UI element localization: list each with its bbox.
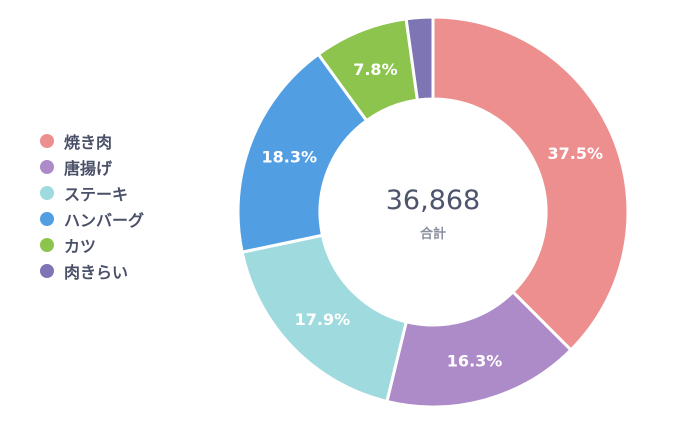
slice-1-percent-label: 37.5% — [548, 144, 604, 163]
slice-5-percent-label: 7.8% — [353, 60, 397, 79]
legend-item[interactable]: ステーキ — [40, 180, 144, 206]
legend-swatch — [40, 212, 54, 226]
slice-4-wedge[interactable] — [236, 52, 369, 254]
legend-swatch — [40, 160, 54, 174]
slice-3-percent-label: 17.9% — [295, 310, 351, 329]
legend-label: 唐揚げ — [64, 159, 113, 178]
slice-group — [236, 15, 630, 409]
total-label: 合計 — [420, 226, 446, 242]
legend-label: ハンバーグ — [64, 211, 145, 230]
legend-label: 肉きらい — [64, 263, 129, 282]
slice-2-percent-label: 16.3% — [447, 351, 503, 370]
legend-label: カツ — [64, 237, 97, 256]
total-value: 36,868 — [386, 185, 480, 216]
legend-item[interactable]: 唐揚げ — [40, 154, 144, 180]
legend-label: 焼き肉 — [64, 133, 113, 152]
legend-swatch — [40, 134, 54, 148]
slice-6-wedge[interactable] — [404, 15, 435, 102]
legend-item[interactable]: 焼き肉 — [40, 128, 144, 154]
legend-item[interactable]: カツ — [40, 232, 144, 258]
legend-swatch — [40, 238, 54, 252]
legend: 焼き肉唐揚げステーキハンバーグカツ肉きらい — [40, 128, 144, 284]
slice-1-wedge[interactable] — [431, 15, 630, 352]
legend-swatch — [40, 186, 54, 200]
legend-item[interactable]: ハンバーグ — [40, 206, 144, 232]
slice-label-group: 37.5% 16.3% 17.9% 18.3% 7.8% — [262, 60, 604, 370]
slice-4-percent-label: 18.3% — [262, 148, 318, 167]
legend-swatch — [40, 264, 54, 278]
legend-label: ステーキ — [64, 185, 129, 204]
legend-item[interactable]: 肉きらい — [40, 258, 144, 284]
